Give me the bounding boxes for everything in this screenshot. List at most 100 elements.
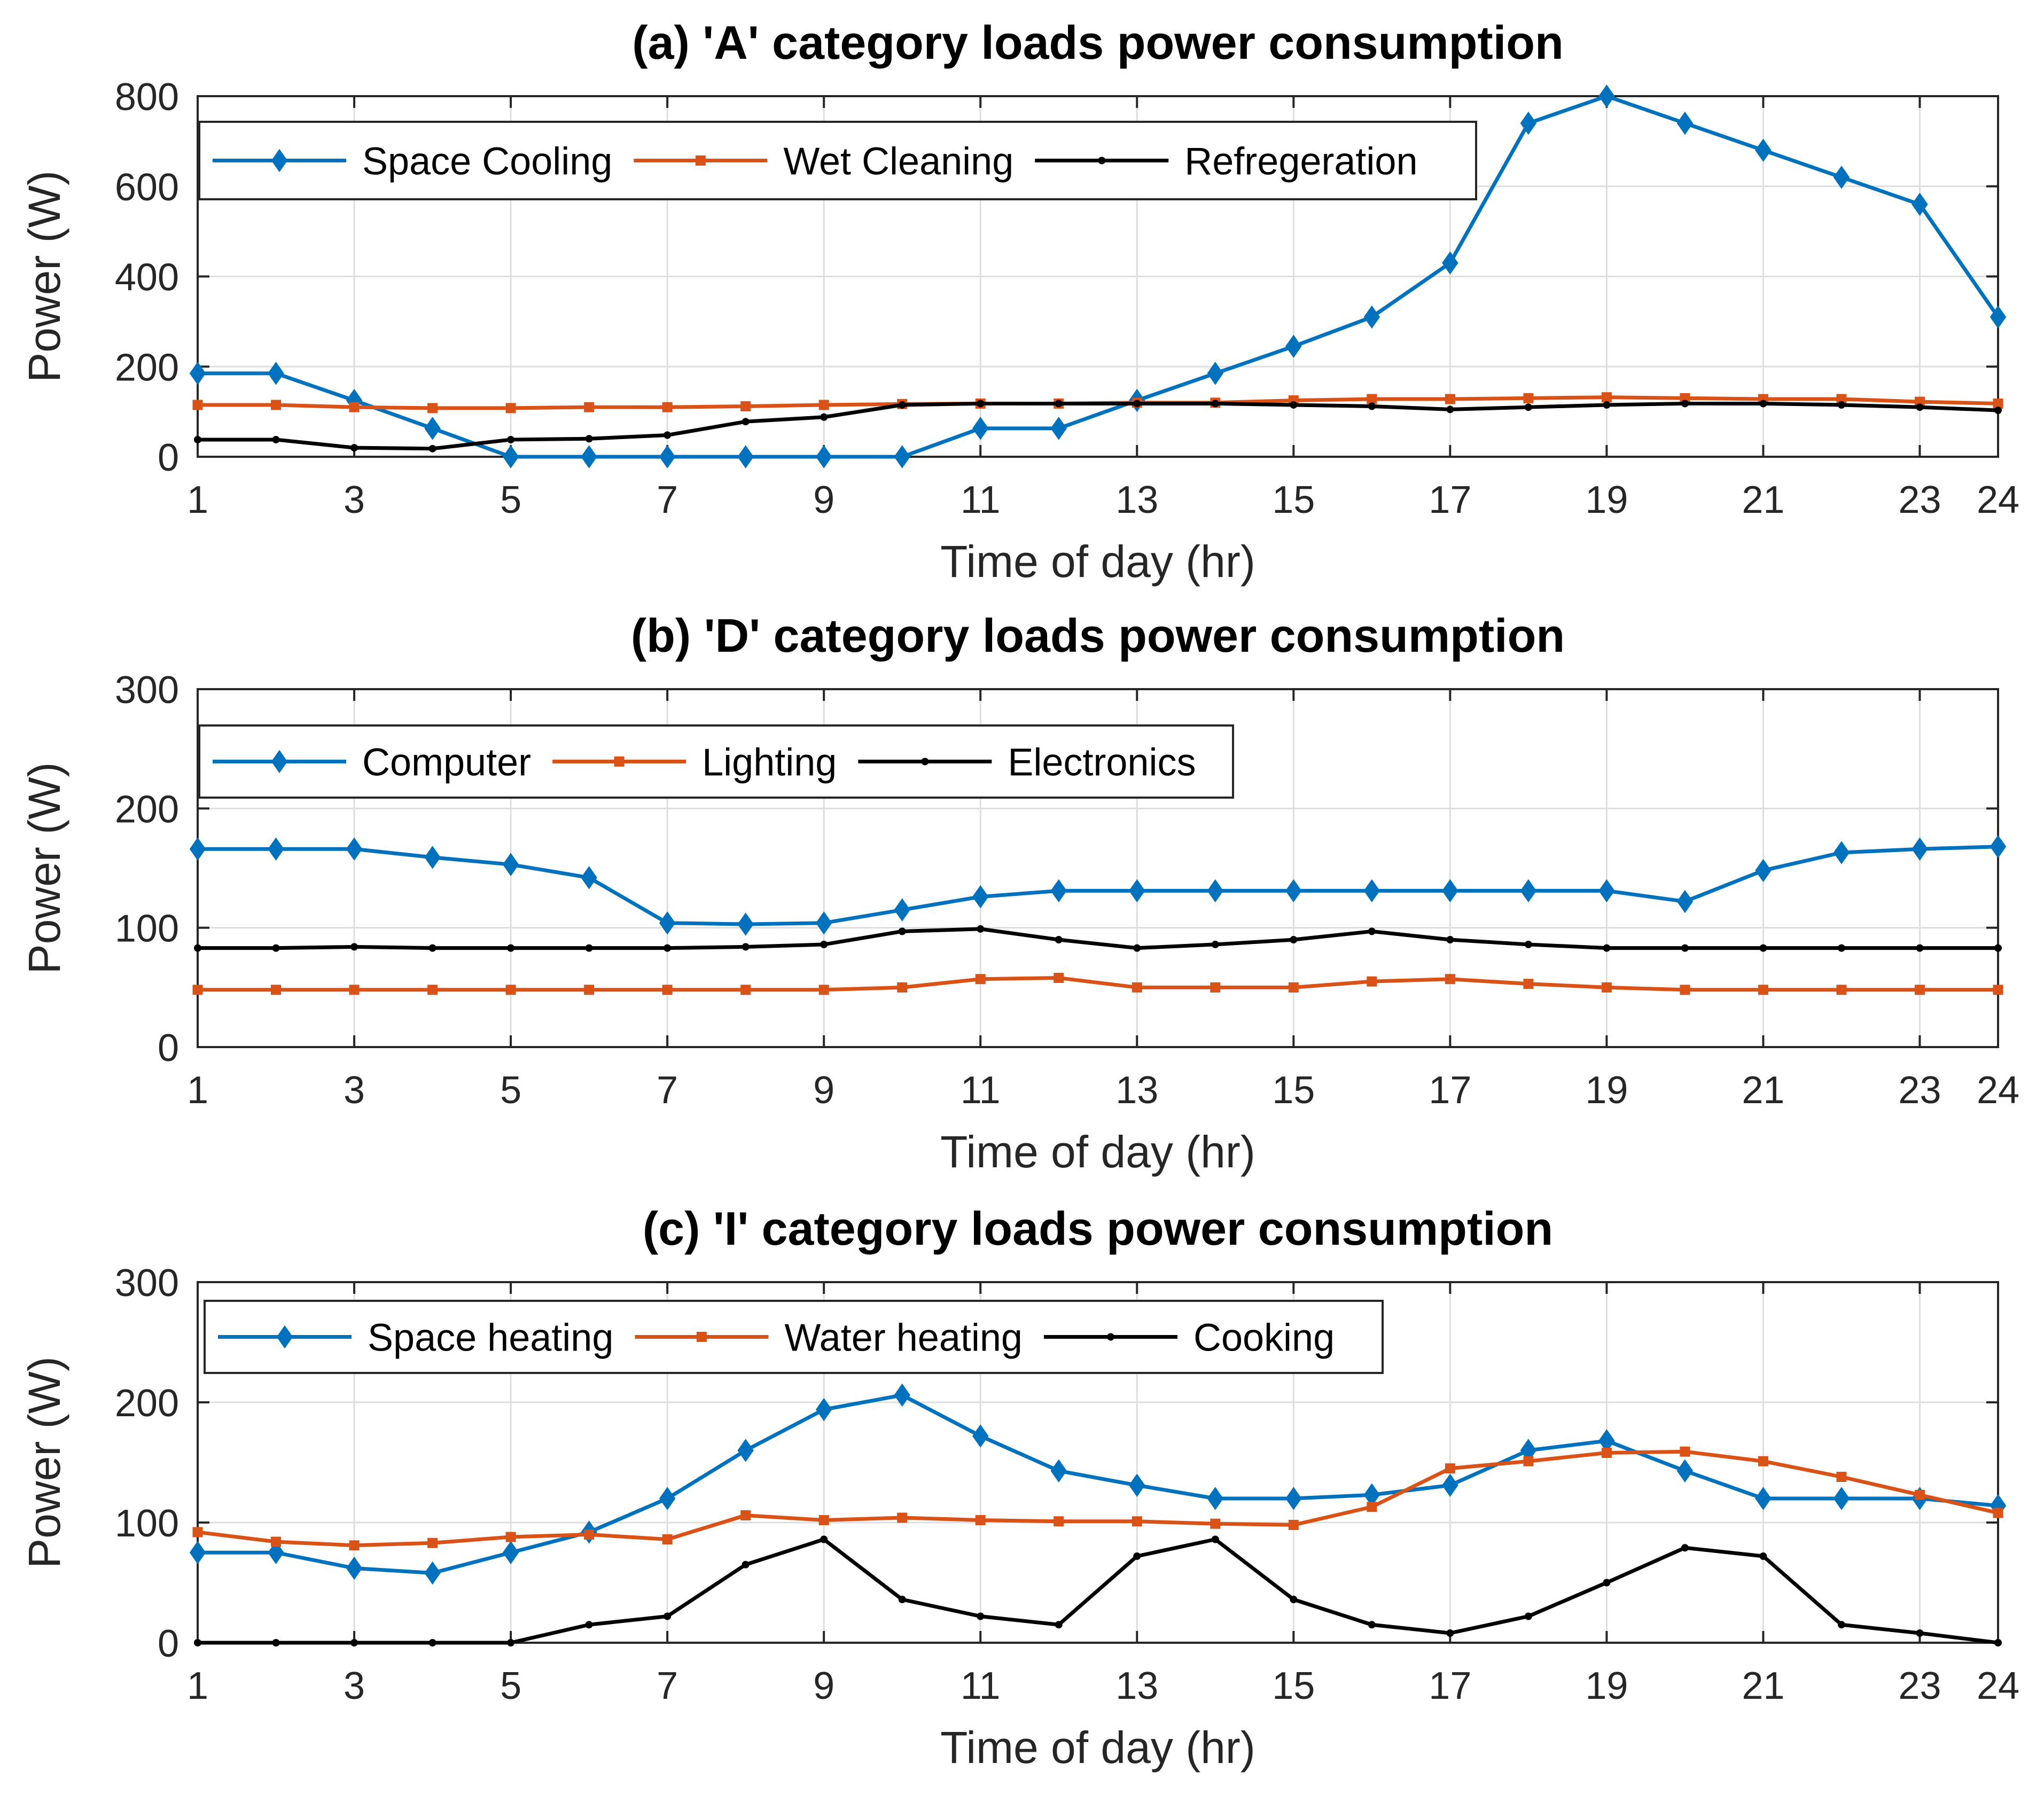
data-point	[1290, 401, 1298, 409]
data-point	[192, 400, 203, 410]
x-axis-label: Time of day (hr)	[940, 1127, 1255, 1177]
data-point	[424, 417, 441, 440]
data-point	[505, 985, 516, 995]
data-point	[977, 925, 985, 933]
data-point	[1758, 1456, 1768, 1466]
x-tick-label: 17	[1429, 479, 1471, 521]
data-point	[350, 943, 358, 951]
x-tick-label: 19	[1585, 479, 1628, 521]
x-tick-label: 21	[1742, 1665, 1784, 1707]
data-point	[268, 837, 284, 861]
data-point	[1676, 111, 1694, 135]
data-point	[820, 1535, 828, 1543]
data-point	[1524, 1612, 1532, 1620]
data-point	[1523, 979, 1534, 989]
data-point	[894, 445, 910, 469]
data-point	[1050, 879, 1067, 903]
legend-label: Cooking	[1193, 1317, 1335, 1360]
x-tick-label: 3	[344, 1069, 365, 1112]
x-tick-label: 15	[1272, 1665, 1315, 1707]
data-point	[972, 885, 989, 909]
data-point	[1523, 393, 1534, 403]
x-tick-label: 23	[1898, 479, 1941, 521]
data-point	[820, 413, 828, 421]
x-tick-label: 11	[961, 479, 1001, 521]
data-point	[1132, 1516, 1142, 1527]
x-tick-label: 17	[1429, 1069, 1471, 1112]
data-point	[581, 445, 597, 469]
data-point	[1837, 1621, 1845, 1629]
data-point	[740, 401, 751, 411]
legend-marker	[276, 1325, 293, 1349]
data-point	[1445, 1463, 1455, 1474]
data-point	[1442, 879, 1458, 903]
data-point	[1367, 394, 1377, 404]
x-tick-label: 3	[344, 1665, 365, 1707]
data-point	[1755, 138, 1772, 162]
data-point	[424, 846, 441, 869]
data-point	[1211, 1535, 1219, 1543]
data-point	[427, 1537, 438, 1548]
data-point	[1368, 402, 1376, 410]
data-point	[581, 866, 597, 889]
data-point	[740, 985, 751, 995]
data-point	[1523, 1456, 1534, 1466]
data-point	[737, 912, 754, 936]
y-tick-label: 400	[115, 256, 179, 299]
data-point	[272, 1639, 280, 1646]
data-point	[585, 1621, 593, 1629]
data-point	[1837, 944, 1845, 952]
series-water-heating	[192, 1446, 2003, 1551]
legend-marker	[1098, 157, 1106, 165]
y-tick-label: 100	[115, 908, 179, 950]
data-point	[1916, 403, 1924, 411]
plot-area	[197, 1281, 1999, 1644]
data-point	[1054, 972, 1064, 983]
data-point	[897, 1512, 908, 1523]
data-point	[1442, 251, 1458, 275]
x-tick-label: 24	[1977, 1069, 2019, 1112]
data-point	[428, 444, 436, 452]
data-point	[1524, 940, 1532, 948]
data-point	[1129, 879, 1145, 903]
data-point	[1132, 982, 1142, 993]
data-point	[1133, 944, 1141, 952]
data-point	[1601, 1448, 1612, 1458]
data-point	[1368, 1621, 1376, 1629]
data-point	[1681, 1544, 1689, 1552]
data-point	[1676, 889, 1694, 914]
plot-area	[197, 688, 1999, 1048]
data-point	[1363, 305, 1380, 329]
data-point	[662, 1534, 673, 1544]
series-lighting	[192, 972, 2003, 995]
data-point	[1288, 1520, 1299, 1530]
data-point	[507, 435, 515, 443]
data-point	[977, 400, 985, 408]
series-line	[198, 927, 1998, 950]
data-point	[818, 985, 829, 995]
legend-label: Electronics	[1008, 742, 1196, 784]
data-point	[194, 944, 201, 952]
data-point	[189, 837, 206, 861]
data-point	[975, 1515, 986, 1525]
data-point	[585, 944, 593, 952]
legend-marker	[696, 1332, 707, 1342]
data-point	[1367, 1502, 1377, 1512]
data-point	[1598, 879, 1615, 903]
data-point	[818, 1515, 829, 1525]
series-space-cooling	[189, 84, 2007, 469]
data-point	[1445, 394, 1455, 404]
data-point	[664, 1612, 672, 1620]
legend-item: Space heating	[218, 1317, 613, 1360]
x-tick-label: 5	[500, 479, 521, 521]
data-point	[346, 1556, 363, 1580]
data-point	[1914, 985, 1925, 995]
series-cooking	[194, 1535, 2002, 1646]
chart-title: (c) 'I' category loads power consumption	[643, 1202, 1553, 1255]
data-point	[1524, 403, 1532, 411]
data-point	[346, 837, 363, 861]
chart-panel-2: (b) 'D' category loads power consumption…	[19, 609, 2019, 1177]
x-tick-label: 1	[187, 1069, 208, 1112]
data-point	[1446, 936, 1454, 943]
y-tick-label: 0	[158, 1027, 179, 1070]
